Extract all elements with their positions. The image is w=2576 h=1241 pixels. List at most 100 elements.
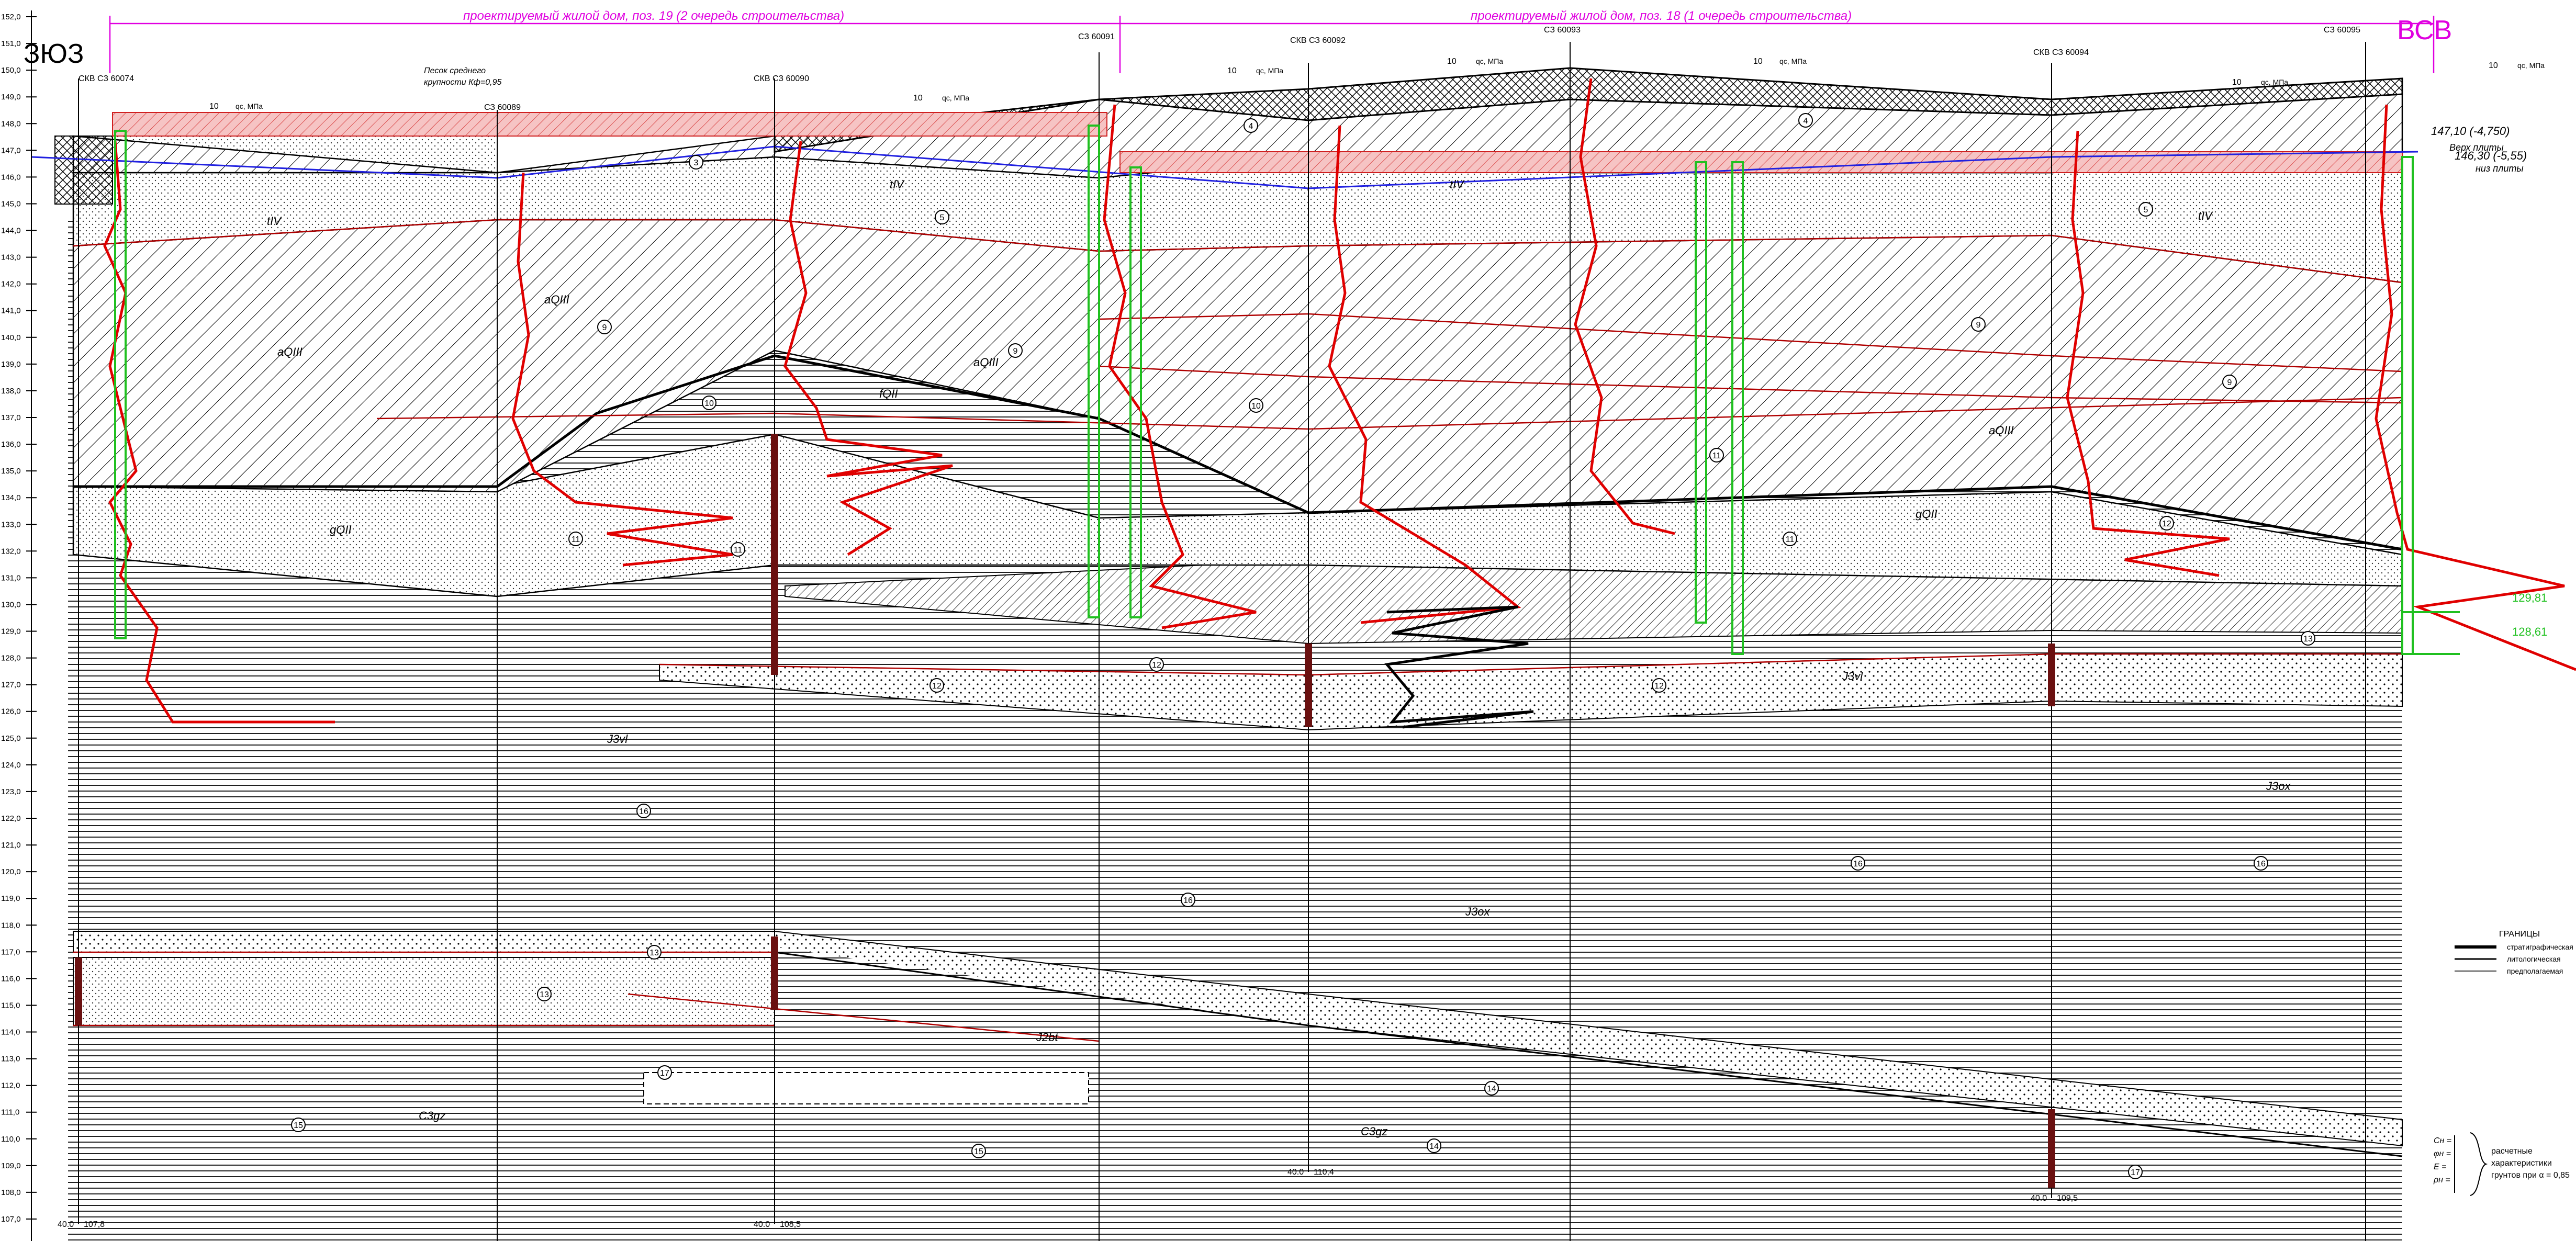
cpt-scale-unit-4: qс, МПа: [1476, 57, 1503, 65]
borehole-5-name: СКВ СЗ 60092: [1290, 36, 1346, 45]
cpt-scale-unit-2: qс, МПа: [942, 94, 969, 102]
layer-number-label: 11: [734, 546, 743, 555]
layer-number-label: 5: [940, 213, 945, 222]
section-right-label: ВСВ: [2397, 15, 2452, 46]
elevation-tick-label: 142,0: [1, 280, 21, 289]
plate-bottom-label: 146,30 (-5,55): [2455, 149, 2527, 162]
layer-number-circle: [929, 678, 944, 693]
geo-index-3: tIV: [1450, 178, 1465, 191]
borehole-8-name: СЗ 60095: [2324, 26, 2360, 35]
geo-index-5: aQIII: [277, 345, 303, 358]
elevation-tick-label: 147,0: [1, 146, 21, 155]
layer-number-label: 12: [1152, 661, 1161, 670]
building-19-label: проектируемый жилой дом, поз. 19 (2 очер…: [463, 9, 844, 23]
layer-number-circle: [971, 1144, 986, 1158]
layer-number-label: 10: [1251, 402, 1261, 411]
layer-clay-bottom: [775, 947, 2402, 1241]
elevation-scale: 152,0 151,0 150,0 149,0 148,0 147,0 146,0 145,0…: [1, 13, 37, 1224]
section-left-label: ЗЮЗ: [24, 39, 84, 69]
layer-number-label: 14: [1429, 1142, 1439, 1151]
layer-number-circle: [2138, 202, 2153, 217]
layer-number-label: 17: [660, 1069, 669, 1078]
elevation-tick-label: 140,0: [1, 333, 21, 342]
elevation-tick-label: 134,0: [1, 493, 21, 502]
elevation-tick-label: 130,0: [1, 601, 21, 610]
elevation-tick-label: 127,0: [1, 681, 21, 690]
legend-item-3: предполагаемая: [2507, 967, 2563, 975]
elevation-tick-label: 152,0: [1, 13, 21, 21]
design-note-line2: характеристики: [2491, 1159, 2552, 1168]
building-dimensions: [109, 16, 2435, 73]
elevation-tick-label: 115,0: [1, 1001, 20, 1010]
geo-index-15: J3ox: [2266, 780, 2291, 793]
cpt-scale-unit-5: qс, МПа: [1779, 57, 1807, 65]
layer-number-circle: [1484, 1081, 1499, 1096]
layer-number-circle: [2159, 516, 2174, 531]
sand-note-2: крупности Кф=0,95: [424, 78, 501, 87]
layer-number-label: 9: [1013, 347, 1018, 356]
layer-number-circle: [1244, 118, 1258, 133]
cpt-scale-tick-3: 10: [1227, 66, 1237, 75]
design-symbol-3: E =: [2434, 1163, 2446, 1171]
elevation-tick-label: 150,0: [1, 66, 21, 75]
elevation-tick-label: 108,0: [1, 1188, 21, 1197]
cpt-scale-unit-6: qс, МПа: [2261, 78, 2288, 86]
elevation-tick-label: 135,0: [1, 467, 21, 476]
foundation-plate-19: [112, 112, 1107, 137]
elevation-tick-label: 144,0: [1, 227, 21, 235]
cpt-scale-unit-1: qс, МПа: [236, 102, 263, 110]
layer-number-label: 16: [1183, 896, 1193, 905]
layer-number-circle: [1783, 532, 1797, 546]
layer-number-circle: [935, 210, 949, 224]
elevation-tick-label: 145,0: [1, 200, 21, 209]
layer-number-label: 17: [2131, 1168, 2140, 1177]
borehole-7-bottom: 40.0: [2031, 1194, 2047, 1203]
borehole-1-name: СКВ СЗ 60074: [79, 74, 134, 83]
layer-number-circle: [689, 155, 703, 170]
borehole-5-bottom: 40.0: [1287, 1168, 1304, 1177]
layer-number-circle: [1427, 1138, 1441, 1153]
borehole-2-name: СЗ 60089: [484, 103, 521, 112]
borehole-3-bottom: 40.0: [754, 1220, 770, 1229]
borehole-1-bottom-elev: 107,8: [84, 1220, 105, 1229]
layer-number-label: 12: [2162, 520, 2171, 528]
plate-top-label: 147,10 (-4,750): [2431, 125, 2510, 138]
layer-number-circle: [1008, 343, 1023, 358]
layer-number-label: 9: [1976, 321, 1981, 330]
elevation-tick-label: 118,0: [1, 921, 20, 930]
layer-number-label: 4: [1249, 122, 1253, 131]
elevation-tick-label: 107,0: [1, 1215, 21, 1224]
design-symbol-1: Cн =: [2434, 1136, 2451, 1145]
cpt-curve-black: [1384, 605, 1534, 729]
borehole-5-bottom-elev: 110,4: [1314, 1168, 1334, 1177]
layer-number-label: 11: [1786, 535, 1795, 544]
borehole-4-name: СЗ 60091: [1078, 32, 1115, 41]
elevation-tick-label: 146,0: [1, 173, 21, 182]
layer-number-label: 5: [2144, 206, 2148, 215]
layer-number-circle: [636, 804, 651, 818]
elevation-tick-label: 151,0: [1, 39, 21, 48]
layer-number-label: 16: [639, 807, 648, 816]
geo-index-16: J2bt: [1036, 1031, 1058, 1044]
piles: [114, 125, 2460, 655]
layer-number-circle: [647, 945, 662, 960]
elevation-tick-label: 119,0: [1, 894, 20, 903]
layer-number-label: 16: [1853, 860, 1863, 868]
layer-number-label: 15: [974, 1147, 983, 1156]
layer-number-circle: [2301, 631, 2315, 646]
layer-number-circle: [1149, 657, 1164, 672]
elevation-tick-label: 129,0: [1, 627, 21, 636]
elevation-tick-label: 148,0: [1, 119, 21, 128]
elevation-tick-label: 138,0: [1, 387, 21, 396]
elevation-tick-label: 112,0: [1, 1081, 20, 1090]
elevation-tick-label: 120,0: [1, 867, 21, 876]
elevation-tick-label: 110,0: [1, 1135, 20, 1144]
layer-number-label: 12: [1654, 682, 1664, 691]
layer-number-circle: [1798, 113, 1813, 128]
cpt-scale-tick-6: 10: [2232, 78, 2242, 87]
layer-number-circle: [568, 532, 583, 546]
layer-number-circle: [2222, 375, 2237, 389]
layer-number-circle: [1851, 856, 1865, 871]
layer-number-circle: [2254, 856, 2268, 871]
